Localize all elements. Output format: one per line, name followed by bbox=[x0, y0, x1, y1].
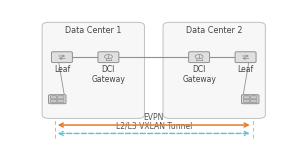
Text: L2/L3 VXLAN Tunnel: L2/L3 VXLAN Tunnel bbox=[116, 121, 192, 130]
FancyBboxPatch shape bbox=[98, 52, 119, 63]
FancyBboxPatch shape bbox=[235, 52, 256, 63]
FancyBboxPatch shape bbox=[50, 99, 57, 103]
FancyBboxPatch shape bbox=[58, 99, 64, 103]
FancyBboxPatch shape bbox=[251, 96, 257, 99]
FancyBboxPatch shape bbox=[49, 95, 66, 104]
FancyBboxPatch shape bbox=[50, 96, 57, 99]
Text: Leaf: Leaf bbox=[54, 65, 70, 74]
FancyBboxPatch shape bbox=[58, 96, 64, 99]
FancyBboxPatch shape bbox=[244, 96, 250, 99]
FancyBboxPatch shape bbox=[42, 22, 145, 118]
Text: DCI
Gateway: DCI Gateway bbox=[92, 65, 125, 84]
Text: Data Center 2: Data Center 2 bbox=[186, 26, 242, 35]
FancyBboxPatch shape bbox=[244, 99, 250, 103]
FancyBboxPatch shape bbox=[163, 22, 266, 118]
FancyBboxPatch shape bbox=[189, 52, 209, 63]
Text: Leaf: Leaf bbox=[238, 65, 254, 74]
FancyBboxPatch shape bbox=[52, 52, 72, 63]
Text: DCI
Gateway: DCI Gateway bbox=[182, 65, 216, 84]
FancyBboxPatch shape bbox=[242, 95, 259, 104]
Text: EVPN: EVPN bbox=[144, 113, 164, 122]
Text: Data Center 1: Data Center 1 bbox=[65, 26, 122, 35]
FancyBboxPatch shape bbox=[251, 99, 257, 103]
